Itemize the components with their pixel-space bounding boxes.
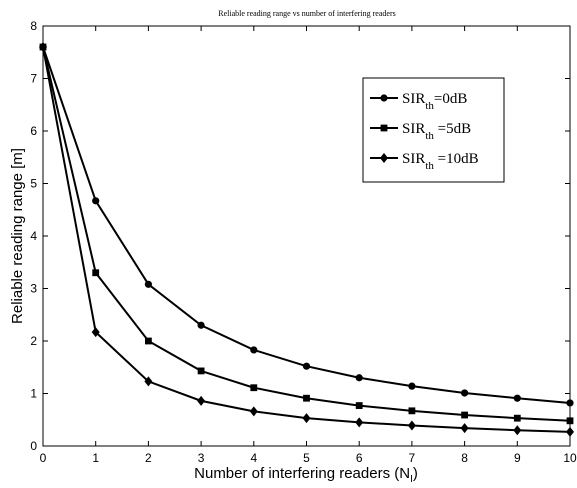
data-point-sir-10db: [513, 425, 522, 436]
legend-label-main: SIR: [402, 91, 425, 107]
data-point-sir-5db: [513, 414, 521, 422]
y-tick-label: 7: [30, 72, 37, 86]
data-point-sir-5db: [145, 337, 152, 345]
data-point-sir-10db: [39, 42, 47, 52]
legend-marker: [380, 94, 388, 102]
data-point-sir-0db: [513, 394, 521, 402]
x-axis-label: Number of interfering readers (NI): [194, 465, 418, 485]
data-point-sir-10db: [249, 406, 258, 417]
y-tick-label: 5: [30, 177, 37, 191]
legend-label-subscript: th: [425, 160, 434, 172]
data-point-sir-10db: [355, 417, 364, 428]
y-tick-label: 8: [30, 19, 37, 33]
data-point-sir-5db: [92, 269, 100, 277]
legend-label: SIRth =10dB: [402, 151, 479, 172]
y-tick-label: 3: [30, 282, 37, 296]
y-tick-label: 4: [30, 229, 37, 243]
x-tick-label: 2: [145, 451, 152, 465]
series-sir-10db: [39, 42, 574, 437]
data-point-sir-10db: [197, 395, 206, 406]
data-point-sir-10db: [91, 327, 100, 338]
data-point-sir-10db: [460, 423, 469, 434]
legend-label: SIRth =5dB: [402, 121, 471, 142]
legend-label-subscript: th: [425, 130, 434, 142]
data-point-sir-5db: [408, 407, 416, 415]
data-point-sir-5db: [303, 394, 310, 402]
x-tick-label: 3: [198, 451, 205, 465]
legend-label-main: SIR: [402, 121, 425, 137]
y-tick-label: 2: [30, 334, 37, 348]
data-point-sir-5db: [250, 384, 258, 392]
legend-label-rest: =10dB: [434, 151, 479, 167]
data-point-sir-0db: [92, 197, 100, 205]
data-point-sir-0db: [250, 346, 258, 354]
x-tick-label: 0: [40, 451, 47, 465]
x-tick-label: 5: [303, 451, 310, 465]
x-tick-label: 1: [92, 451, 99, 465]
legend-label-main: SIR: [402, 151, 425, 167]
x-tick-label: 8: [461, 451, 468, 465]
y-tick-label: 0: [30, 439, 37, 453]
legend-entry-sir-5db: SIRth =5dB: [370, 121, 471, 142]
axis-ticks: 0 1 2 3 4 5 6 7 8 9 10 0 1 2 3 4 5 6 7 8: [30, 19, 577, 465]
data-point-sir-0db: [197, 321, 205, 329]
chart-title: Reliable reading range vs number of inte…: [218, 9, 395, 18]
data-point-sir-0db: [461, 389, 469, 397]
legend-label-subscript: th: [425, 100, 434, 112]
y-axis-label: Reliable reading range [m]: [9, 148, 26, 324]
x-axis-label-close: ): [413, 465, 418, 482]
data-point-sir-0db: [355, 374, 363, 382]
x-tick-label: 6: [356, 451, 363, 465]
legend-entry-sir-10db: SIRth =10dB: [370, 151, 479, 172]
y-tick-label: 1: [30, 387, 37, 401]
legend-label: SIRth=0dB: [402, 91, 467, 112]
data-point-sir-5db: [355, 402, 363, 409]
y-tick-label: 6: [30, 124, 37, 138]
data-point-sir-0db: [302, 362, 311, 370]
legend-entry-sir-0db: SIRth=0dB: [370, 91, 467, 112]
data-point-sir-10db: [566, 426, 574, 437]
data-point-sir-0db: [408, 382, 416, 390]
data-point-sir-10db: [144, 376, 153, 387]
x-axis-label-subscript: I: [410, 474, 413, 485]
series-layer: [39, 42, 574, 437]
data-point-sir-0db: [566, 399, 574, 407]
x-tick-label: 4: [250, 451, 257, 465]
data-point-sir-5db: [461, 411, 468, 419]
data-point-sir-10db: [407, 420, 416, 431]
legend-marker: [380, 153, 388, 163]
x-axis-label-main: Number of interfering readers (N: [194, 465, 410, 482]
legend-marker: [380, 124, 388, 132]
data-point-sir-5db: [566, 417, 574, 425]
legend-label-rest: =5dB: [434, 121, 471, 137]
data-point-sir-5db: [197, 367, 205, 375]
legend-label-rest: =0dB: [434, 91, 467, 107]
data-point-sir-0db: [144, 280, 152, 288]
x-tick-label: 7: [409, 451, 416, 465]
x-tick-label: 10: [563, 451, 577, 465]
x-tick-label: 9: [514, 451, 521, 465]
data-point-sir-10db: [302, 413, 311, 424]
